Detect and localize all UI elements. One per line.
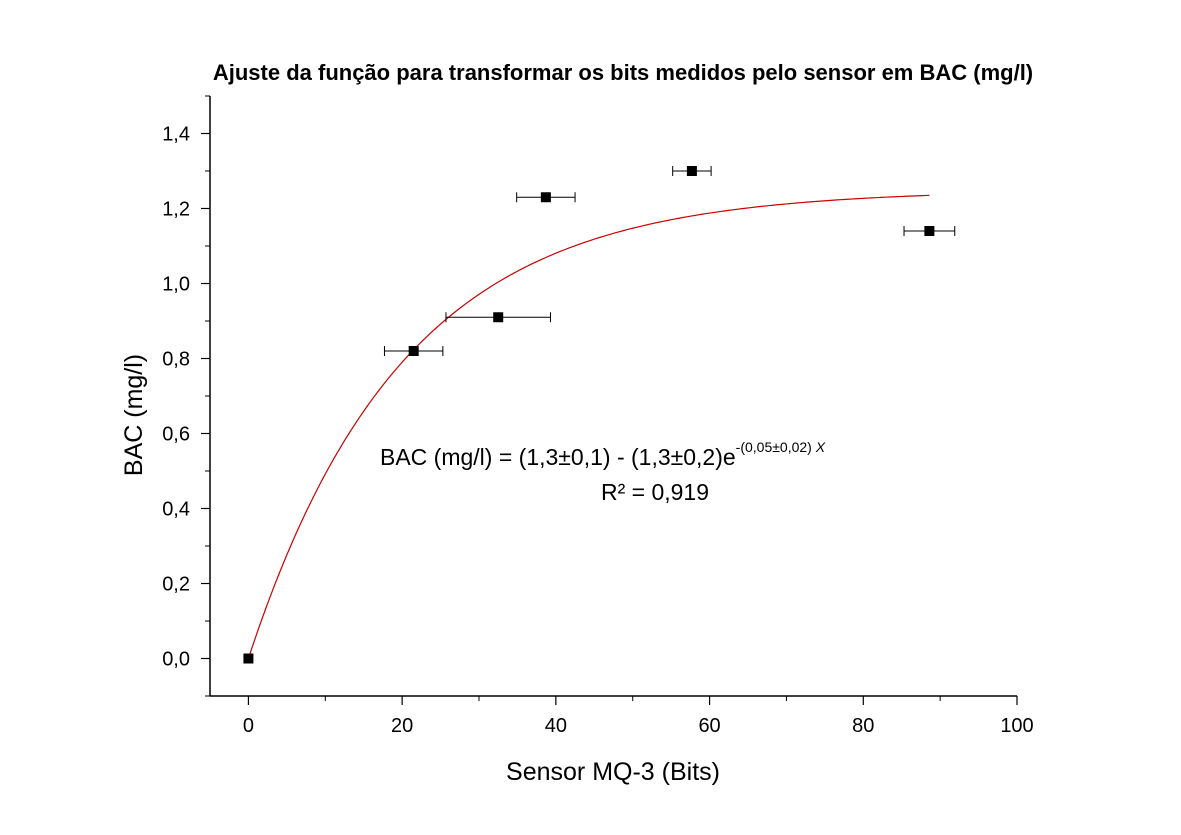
fit-equation-main: BAC (mg/l) = (1,3±0,1) - (1,3±0,2)e xyxy=(380,444,736,470)
data-point xyxy=(243,653,254,664)
error-bars xyxy=(383,166,956,356)
y-tick-label: 0,8 xyxy=(162,349,190,371)
x-tick-label: 80 xyxy=(852,715,874,737)
y-tick-label: 0,0 xyxy=(162,649,190,671)
x-tick-label: 0 xyxy=(243,715,254,737)
x-tick-label: 20 xyxy=(391,715,413,737)
y-tick-label: 1,4 xyxy=(162,124,190,146)
x-tick-label: 40 xyxy=(545,715,567,737)
data-point xyxy=(924,226,935,236)
fit-equation-exponent-var: X xyxy=(815,439,826,455)
data-points xyxy=(243,166,935,664)
r-squared-label: R² = 0,919 xyxy=(601,479,709,505)
axes xyxy=(209,96,1017,697)
y-axis-label: BAC (mg/l) xyxy=(120,354,148,476)
x-axis-ticks: 0 20 40 60 80 100 xyxy=(243,696,1034,737)
y-tick-label: 1,2 xyxy=(162,199,190,221)
fit-equation-exponent: -(0,05±0,02) xyxy=(736,439,816,455)
x-axis-label: Sensor MQ-3 (Bits) xyxy=(506,758,720,786)
chart-title: Ajuste da função para transformar os bit… xyxy=(213,60,1033,85)
y-tick-label: 0,4 xyxy=(162,499,190,521)
y-tick-label: 0,2 xyxy=(162,574,190,596)
y-tick-label: 0,6 xyxy=(162,424,190,446)
x-tick-label: 60 xyxy=(698,715,720,737)
y-axis-ticks: 0,0 0,2 0,4 0,6 0,8 1,0 1,2 1,4 xyxy=(162,95,210,697)
data-point xyxy=(686,166,697,176)
fit-curve xyxy=(247,194,930,659)
data-point xyxy=(540,192,551,203)
y-tick-label: 1,0 xyxy=(162,274,190,296)
data-point xyxy=(408,346,419,356)
x-tick-label: 100 xyxy=(1000,715,1033,737)
fit-equation: BAC (mg/l) = (1,3±0,1) - (1,3±0,2)e-(0,0… xyxy=(380,439,826,470)
data-point xyxy=(493,312,504,323)
